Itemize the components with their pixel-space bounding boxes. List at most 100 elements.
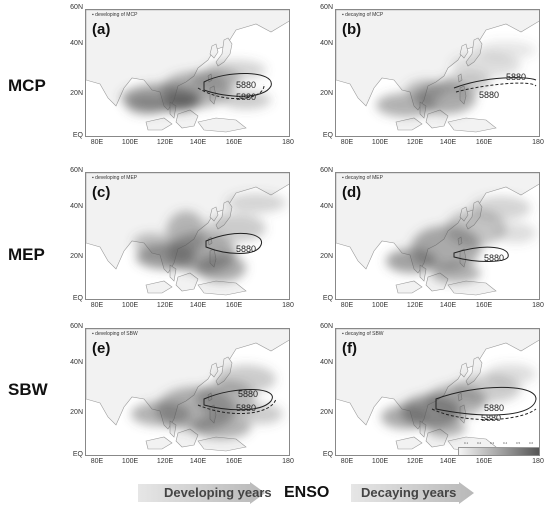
panel-letter: (f) (342, 340, 357, 357)
density-blob (166, 211, 206, 255)
density-blob (216, 365, 276, 393)
lon-tick-label: 140E (439, 458, 457, 465)
land-shape (447, 117, 497, 133)
land-shape (175, 272, 199, 292)
lon-tick-label: 160E (225, 139, 243, 146)
panel-a: ▪ developing of MCP (a) 5880 5880 60N 40N 20N E… (70, 4, 294, 146)
colorbar-tick: 0.4 (503, 441, 508, 445)
contour-label: 5880 (236, 92, 257, 102)
lon-tick-label: 100E (371, 139, 389, 146)
map-svg (336, 329, 539, 452)
lat-tick-label: 40N (70, 359, 83, 366)
land-shape (395, 280, 423, 294)
lat-tick-label: 20N (320, 409, 333, 416)
contour-dashed (431, 408, 537, 421)
density-blob (426, 417, 466, 437)
lat-tick-label: 20N (320, 90, 333, 97)
row-label-mep: MEP (8, 245, 45, 264)
density-blob (486, 364, 536, 384)
panel-d: ▪ decaying of MEP (d) 5880 60N 40N 20N EQ 80E 10… (320, 167, 544, 309)
map-plot: ▪ developing of MEP (c) 5880 (85, 172, 290, 300)
contour-label: 5880 (236, 80, 257, 90)
panel-letter: (d) (342, 184, 362, 201)
land-shape (209, 362, 219, 378)
map-svg (336, 10, 539, 133)
land-shape (197, 436, 247, 452)
density-blob (126, 95, 166, 115)
density-blob (206, 60, 266, 80)
density-blob (221, 91, 271, 109)
lat-tick-label: 40N (320, 359, 333, 366)
map-svg (86, 329, 289, 452)
lon-tick-label: 140E (439, 302, 457, 309)
colorbar-tick: 0.1 (464, 441, 469, 445)
row-label-sbw: SBW (8, 380, 48, 399)
panel-e: ▪ developing of SBW (e) 5880 5880 60N 40N 20N E… (70, 323, 294, 465)
contour-dashed (455, 82, 537, 93)
map-svg (336, 173, 539, 296)
lon-tick-label: 120E (406, 302, 424, 309)
panel-note: ▪ decaying of MEP (342, 175, 383, 181)
lon-tick-label: 140E (189, 139, 207, 146)
colorbar (458, 447, 539, 455)
land-shape (197, 117, 247, 133)
panel-letter: (e) (92, 340, 111, 357)
lat-tick-label: 60N (70, 167, 83, 174)
density-blob (476, 41, 536, 59)
lon-tick-label: 160E (475, 458, 493, 465)
lon-tick-label: 120E (156, 458, 174, 465)
lat-tick-label: 60N (70, 323, 83, 330)
land-shape (395, 436, 423, 450)
arrow-right-icon (351, 482, 474, 504)
density-blob (451, 53, 521, 77)
lon-tick-label: 120E (156, 302, 174, 309)
density-blob (206, 214, 266, 242)
contour-label: 5880 (484, 403, 505, 413)
lat-tick-label: EQ (322, 132, 333, 139)
lon-tick-label: 100E (121, 302, 139, 309)
contour-label: 5880 (484, 253, 505, 263)
contour-label: 5880 (481, 413, 502, 423)
developing-years-arrow: Developing years (138, 482, 272, 504)
lon-tick-label: 100E (371, 302, 389, 309)
lon-tick-label: 160E (475, 302, 493, 309)
density-blob (133, 233, 169, 253)
panel-note: ▪ decaying of SBW (342, 331, 384, 337)
contour-label: 5880 (236, 403, 257, 413)
contour-dashed (197, 83, 265, 100)
map-plot: ▪ decaying of SBW (f) 5880 5880 0.1 0.2 0.3 0.4… (335, 328, 540, 456)
lon-tick-label: 160E (225, 302, 243, 309)
lon-tick-label: 80E (340, 458, 354, 465)
enso-label: ENSO (284, 484, 330, 501)
arrow-right-icon (138, 482, 265, 504)
panel-letter: (c) (92, 184, 111, 201)
land-shape (175, 109, 199, 129)
contour-solid (453, 246, 509, 262)
land-shape (447, 280, 497, 296)
lat-tick-label: 60N (320, 4, 333, 11)
lat-tick-label: 20N (70, 90, 83, 97)
lon-tick-label: 160E (225, 458, 243, 465)
panel-note: ▪ developing of MEP (92, 175, 138, 181)
contour-dashed (197, 398, 277, 415)
lat-tick-label: EQ (72, 132, 83, 139)
land-shape (209, 43, 219, 59)
lat-tick-label: 20N (70, 409, 83, 416)
map-svg (86, 10, 289, 133)
lon-tick-label: 80E (340, 139, 354, 146)
lat-tick-label: 40N (320, 40, 333, 47)
lon-tick-label: 100E (121, 458, 139, 465)
lat-tick-label: 60N (320, 323, 333, 330)
lon-tick-label: 180 (532, 139, 544, 146)
density-blob (496, 223, 536, 243)
decaying-years-label: Decaying years (361, 485, 457, 500)
lat-tick-label: 40N (70, 40, 83, 47)
lon-tick-label: 160E (475, 139, 493, 146)
lon-tick-label: 180 (282, 139, 294, 146)
colorbar-tick: 0.2 (477, 441, 482, 445)
lon-tick-label: 140E (189, 458, 207, 465)
panel-note: ▪ developing of MCP (92, 12, 138, 18)
contour-label: 5880 (479, 90, 500, 100)
colorbar-tick: 0.5 (516, 441, 521, 445)
density-blob (471, 196, 531, 220)
